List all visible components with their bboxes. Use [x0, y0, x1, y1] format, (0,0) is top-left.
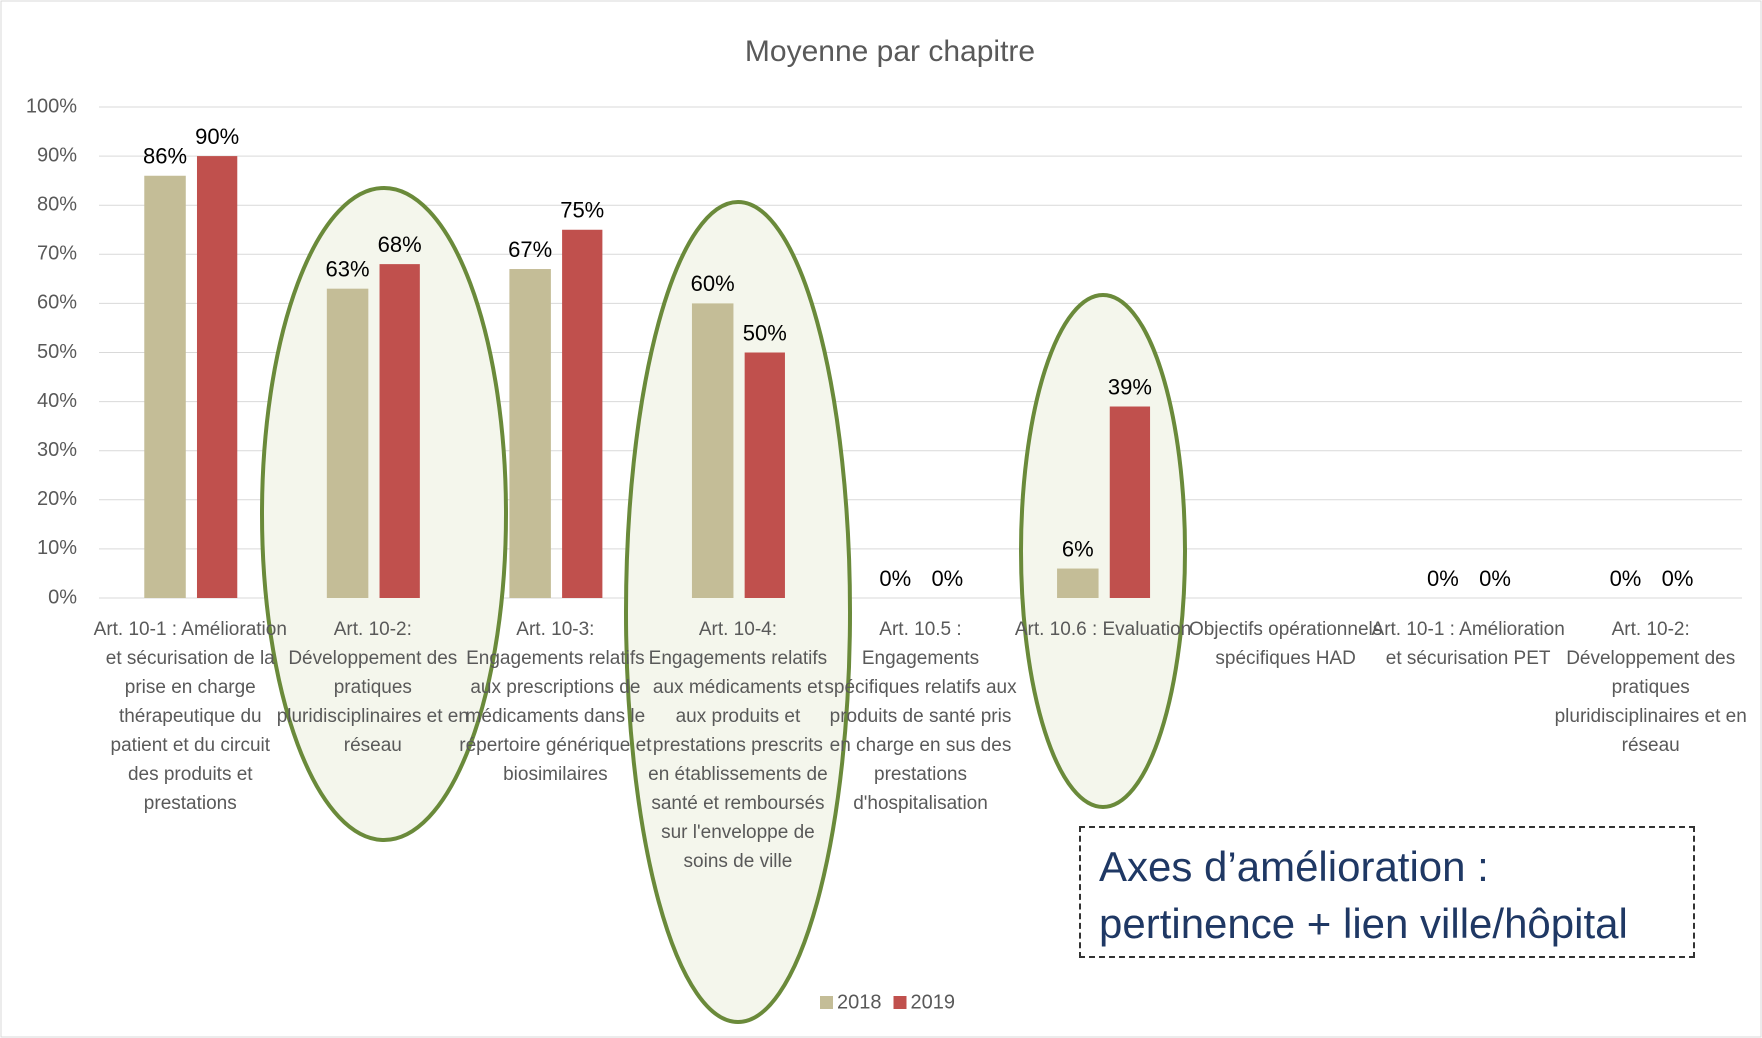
y-tick-label: 10% — [37, 537, 77, 559]
y-tick-label: 0% — [48, 586, 77, 608]
bar — [196, 156, 238, 598]
data-label: 0% — [879, 566, 911, 591]
legend-label: 2018 — [837, 991, 882, 1013]
data-label: 0% — [1610, 566, 1642, 591]
bar — [562, 229, 603, 598]
highlight-ellipse — [1019, 293, 1187, 809]
data-label: 0% — [1427, 566, 1459, 591]
data-label: 0% — [1662, 566, 1694, 591]
data-label: 60% — [691, 271, 735, 296]
data-label: 68% — [378, 232, 422, 257]
bar — [326, 288, 369, 598]
annotation: Axes d’amélioration : pertinence + lien … — [1079, 826, 1695, 958]
bar — [509, 269, 551, 598]
y-tick-label: 40% — [37, 390, 77, 412]
data-label: 6% — [1062, 536, 1094, 561]
x-tick-label: Objectifs opérationnels spécifiques HAD — [1188, 619, 1383, 669]
bar — [744, 352, 785, 598]
x-tick-label: Art. 10-2: Développement des pratiques p… — [1554, 619, 1747, 756]
x-tick-label: Art. 10-4: Engagements relatifs aux médi… — [648, 619, 828, 872]
x-tick-label: Art. 10.6 : Evaluation — [1014, 619, 1192, 640]
x-tick-label: Art. 10-1 : Amélioration et sécurisation… — [1371, 619, 1565, 669]
highlight-ellipse — [624, 200, 852, 1024]
chart-title: Moyenne par chapitre — [745, 35, 1035, 68]
legend-swatch — [893, 996, 907, 1009]
bar — [691, 303, 734, 598]
bar — [379, 264, 420, 598]
bar — [1057, 568, 1099, 598]
bar — [1109, 406, 1151, 598]
x-tick-label: Art. 10.5 : Engagements spécifiques rela… — [824, 619, 1017, 814]
y-tick-label: 80% — [37, 193, 77, 215]
x-tick-label: Art. 10-3: Engagements relatifs aux pres… — [459, 619, 652, 785]
x-tick-label: Art. 10-1 : Amélioration et sécurisation… — [93, 619, 287, 814]
bar — [144, 175, 186, 599]
y-tick-label: 50% — [37, 341, 77, 363]
data-label: 86% — [143, 144, 187, 169]
data-label: 0% — [931, 566, 963, 591]
y-tick-label: 70% — [37, 243, 77, 265]
data-label: 0% — [1479, 566, 1511, 591]
data-label: 90% — [195, 124, 239, 149]
data-label: 67% — [508, 237, 552, 262]
data-label: 75% — [560, 198, 604, 223]
y-tick-label: 100% — [26, 95, 77, 117]
legend-label: 2019 — [911, 991, 956, 1013]
legend-swatch — [820, 996, 833, 1009]
y-tick-label: 60% — [37, 292, 77, 314]
data-label: 63% — [326, 256, 370, 281]
y-tick-label: 90% — [37, 144, 77, 166]
x-tick-label: Art. 10-2: Développement des pratiques p… — [276, 619, 469, 756]
y-tick-label: 20% — [37, 488, 77, 510]
data-label: 50% — [743, 320, 787, 345]
y-tick-label: 30% — [37, 439, 77, 461]
data-label: 39% — [1108, 374, 1152, 399]
